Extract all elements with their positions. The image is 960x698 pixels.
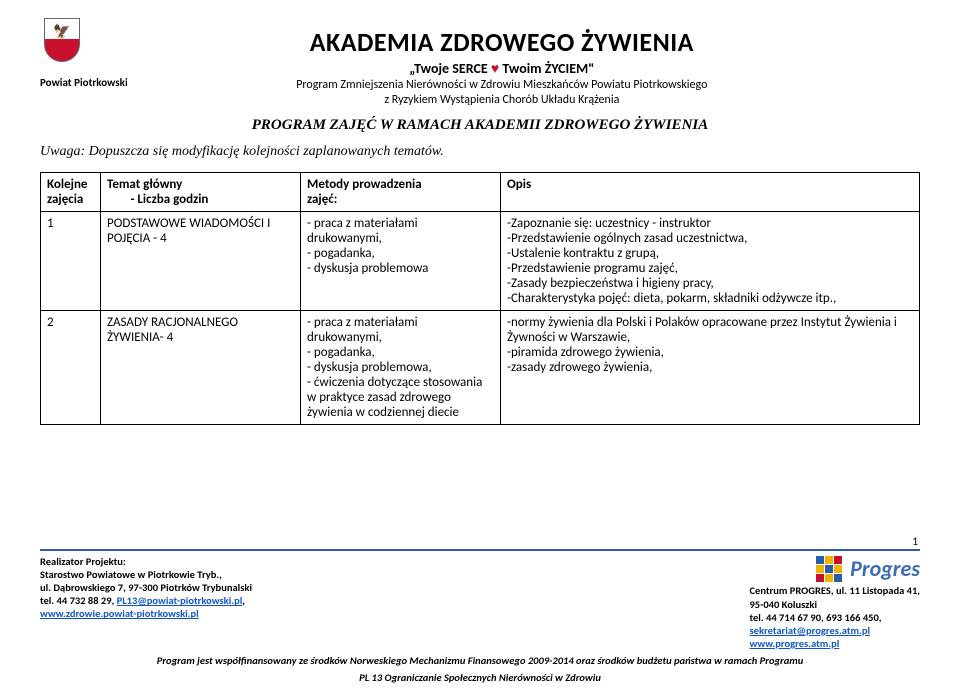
table-row: 1 PODSTAWOWE WIADOMOŚCI I POJĘCIA - 4 - …	[41, 212, 920, 311]
header-center: AKADEMIA ZDROWEGO ŻYWIENIA „Twoje SERCE …	[128, 18, 876, 107]
th1a: Kolejne	[47, 177, 87, 192]
email-link[interactable]: PL13@powiat-piotrkowski.pl	[117, 594, 243, 607]
progres-logo-row: Progres	[749, 555, 920, 583]
fr-4[interactable]: sekretariat@progres.atm.pl	[749, 624, 920, 637]
footer-divider	[40, 549, 920, 551]
page-root: 🦅 Powiat Piotrkowski AKADEMIA ZDROWEGO Ż…	[0, 0, 960, 425]
th-opis: Opis	[501, 173, 920, 212]
footer-center-1: Program jest współfinansowany ze środków…	[40, 654, 920, 667]
th-temat: Temat główny - Liczba godzin	[101, 173, 301, 212]
header-row: 🦅 Powiat Piotrkowski AKADEMIA ZDROWEGO Ż…	[40, 18, 920, 107]
cell-desc-2: -normy żywienia dla Polski i Polaków opr…	[501, 311, 920, 425]
fl-2: Starostwo Powiatowe w Piotrkowie Tryb.,	[40, 568, 252, 581]
table-row: 2 ZASADY RACJONALNEGO ŻYWIENIA- 4 - prac…	[41, 311, 920, 425]
th3b: zajęć:	[307, 192, 337, 207]
slogan-post: Twoim ŻYCIEM"	[499, 60, 594, 77]
progres-brand: Progres	[850, 555, 920, 583]
flag-icon	[816, 556, 842, 582]
fl-4b: ,	[242, 594, 245, 607]
cell-desc-1: -Zapoznanie się: uczestnicy - instruktor…	[501, 212, 920, 311]
heart-icon: ♥	[491, 60, 499, 77]
main-title: AKADEMIA ZDROWEGO ŻYWIENIA	[128, 26, 876, 58]
footer-right: Progres Centrum PROGRES, ul. 11 Listopad…	[749, 555, 920, 650]
county-emblem: 🦅	[40, 18, 84, 70]
cell-num-2: 2	[41, 311, 101, 425]
left-block: 🦅 Powiat Piotrkowski	[40, 18, 128, 89]
schedule-table: Kolejne zajęcia Temat główny - Liczba go…	[40, 172, 920, 425]
th2b: - Liczba godzin	[131, 192, 209, 207]
table-header-row: Kolejne zajęcia Temat główny - Liczba go…	[41, 173, 920, 212]
fr-5[interactable]: www.progres.atm.pl	[749, 637, 920, 650]
program-line-1: Program Zmniejszenia Nierówności w Zdrow…	[128, 78, 876, 92]
eagle-icon: 🦅	[53, 23, 70, 40]
slogan: „Twoje SERCE ♥ Twoim ŻYCIEM"	[128, 60, 876, 77]
cell-topic-1: PODSTAWOWE WIADOMOŚCI I POJĘCIA - 4	[101, 212, 301, 311]
th-metody: Metody prowadzenia zajęć:	[301, 173, 501, 212]
footer-center-2: PL 13 Ograniczanie Społecznych Nierównoś…	[40, 671, 920, 684]
fl-1: Realizator Projektu:	[40, 555, 252, 568]
fr-3: tel. 44 714 67 90, 693 166 450,	[749, 611, 920, 624]
fl-3: ul. Dąbrowskiego 7, 97-300 Piotrków Tryb…	[40, 581, 252, 594]
fl-4: tel. 44 732 88 29, PL13@powiat-piotrkows…	[40, 594, 252, 607]
section-title: PROGRAM ZAJĘĆ W RAMACH AKADEMII ZDROWEGO…	[40, 117, 920, 134]
fr-1: Centrum PROGRES, ul. 11 Listopada 41,	[749, 584, 920, 597]
footer: 1 Realizator Projektu: Starostwo Powiato…	[40, 549, 920, 684]
footer-columns: Realizator Projektu: Starostwo Powiatowe…	[40, 555, 920, 650]
cell-methods-1: - praca z materiałami drukowanymi, - pog…	[301, 212, 501, 311]
fr-2: 95-040 Koluszki	[749, 598, 920, 611]
cell-methods-2: - praca z materiałami drukowanymi, - pog…	[301, 311, 501, 425]
fl-4a: tel. 44 732 88 29,	[40, 594, 117, 607]
page-number: 1	[912, 535, 918, 548]
footer-left: Realizator Projektu: Starostwo Powiatowe…	[40, 555, 252, 650]
th2a: Temat główny	[107, 177, 182, 192]
fl-5[interactable]: www.zdrowie.powiat-piotrkowski.pl	[40, 607, 252, 620]
note: Uwaga: Dopuszcza się modyfikację kolejno…	[40, 144, 920, 160]
th-kolejne: Kolejne zajęcia	[41, 173, 101, 212]
cell-topic-2: ZASADY RACJONALNEGO ŻYWIENIA- 4	[101, 311, 301, 425]
emblem-shield: 🦅	[44, 18, 80, 62]
slogan-pre: „Twoje SERCE	[409, 60, 491, 77]
th3a: Metody prowadzenia	[307, 177, 422, 192]
th1b: zajęcia	[47, 192, 83, 207]
powiat-label: Powiat Piotrkowski	[40, 76, 128, 89]
cell-num-1: 1	[41, 212, 101, 311]
program-line-2: z Ryzykiem Wystąpienia Chorób Układu Krą…	[128, 93, 876, 107]
